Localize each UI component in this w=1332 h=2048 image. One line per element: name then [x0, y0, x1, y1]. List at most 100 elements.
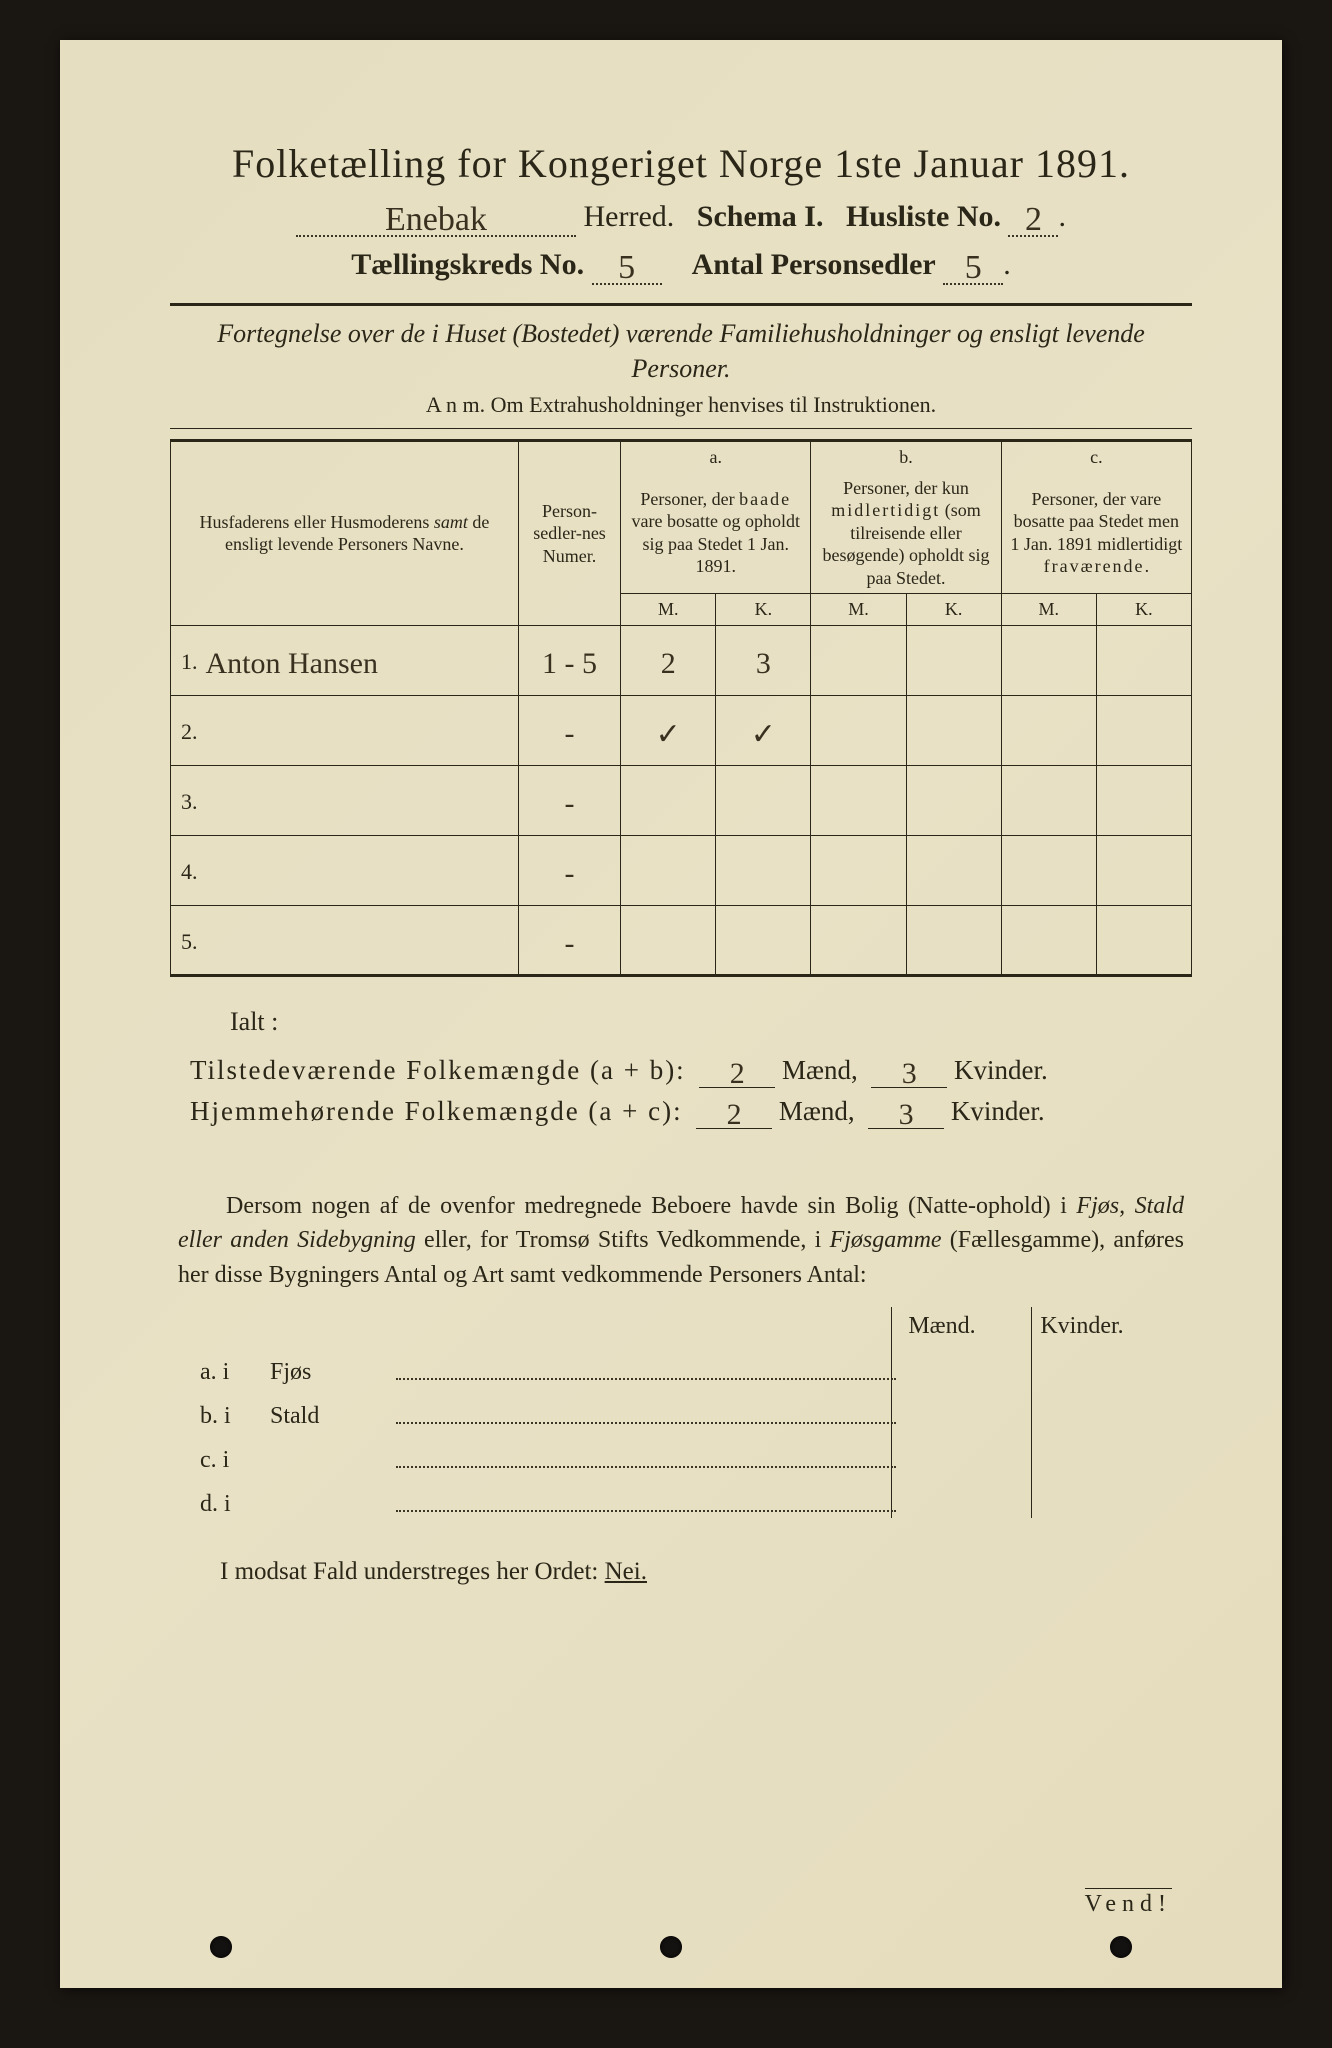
personsedler-label: Antal Personsedler [692, 248, 936, 281]
bygning-row: b. iStald [200, 1388, 1182, 1430]
cell-b-m [811, 835, 906, 905]
personsedler-value: 5 [965, 249, 982, 286]
cell-b-k [906, 905, 1001, 975]
husliste-label: Husliste No. [846, 200, 1001, 233]
cell-c-k [1096, 765, 1191, 835]
cell-num: 1 - 5 [518, 625, 620, 695]
th-c-m: M. [1001, 594, 1096, 626]
kvinder-label-1: Kvinder. [954, 1055, 1048, 1085]
byg-dots [396, 1378, 896, 1380]
totals-ac: Hjemmehørende Folkemængde (a + c): 2 Mæn… [190, 1094, 1192, 1129]
cell-a-m: ✓ [621, 695, 716, 765]
th-a-k: K. [716, 594, 811, 626]
cell-b-m [811, 765, 906, 835]
cell-c-k [1096, 835, 1191, 905]
ialt-label: Ialt : [230, 1007, 1192, 1037]
maend-label-1: Mænd, [782, 1055, 858, 1085]
cell-num: - [518, 695, 620, 765]
cell-b-m [811, 625, 906, 695]
cell-num: - [518, 765, 620, 835]
byg-row-label: c. i [200, 1447, 270, 1474]
byg-dots [396, 1466, 896, 1468]
herred-value: Enebak [385, 201, 487, 238]
totals-ac-label: Hjemmehørende Folkemængde (a + c): [190, 1096, 683, 1126]
cell-a-k: 3 [716, 625, 811, 695]
byg-row-label: b. i [200, 1403, 270, 1430]
schema-label: Schema I. [697, 200, 824, 233]
cell-c-m [1001, 625, 1096, 695]
byg-divider-1 [891, 1307, 892, 1518]
husliste-field: 2 [1008, 197, 1058, 237]
bygning-row: c. i [200, 1432, 1182, 1474]
th-a-text: Personer, der baade vare bosatte og opho… [621, 473, 811, 594]
byg-row-label: d. i [200, 1491, 270, 1518]
th-b-label: b. [811, 441, 1001, 473]
cell-c-m [1001, 765, 1096, 835]
byg-row-type: Stald [270, 1403, 390, 1430]
kvinder-label-2: Kvinder. [951, 1096, 1045, 1126]
cell-a-k [716, 905, 811, 975]
byg-divider-2 [1031, 1307, 1032, 1518]
herred-field: Enebak [296, 197, 576, 237]
kreds-field: 5 [592, 245, 662, 285]
bygning-head: Mænd. Kvinder. [200, 1313, 1182, 1340]
cell-b-k [906, 695, 1001, 765]
census-form-paper: Folketælling for Kongeriget Norge 1ste J… [60, 40, 1282, 1988]
punch-hole-3 [1110, 1936, 1132, 1958]
cell-b-k [906, 765, 1001, 835]
totals-ab-m-field: 2 [699, 1053, 775, 1088]
husliste-value: 2 [1025, 201, 1042, 238]
bygning-row: d. i [200, 1476, 1182, 1518]
totals-ac-k: 3 [899, 1098, 914, 1131]
cell-num: - [518, 905, 620, 975]
cell-name: 5. [171, 905, 519, 975]
cell-name: 4. [171, 835, 519, 905]
totals-ab-label: Tilstedeværende Folkemængde (a + b): [190, 1055, 686, 1085]
cell-c-k [1096, 905, 1191, 975]
kreds-value: 5 [618, 249, 635, 286]
herred-label: Herred. [584, 200, 675, 233]
cell-a-k: ✓ [716, 695, 811, 765]
byg-maend-label: Mænd. [872, 1313, 1012, 1340]
cell-a-k [716, 835, 811, 905]
paragraph: Dersom nogen af de ovenfor medregnede Be… [178, 1189, 1184, 1293]
byg-dots [396, 1510, 896, 1512]
th-name: Husfaderens eller Husmoderens samt de en… [171, 441, 519, 626]
totals-ac-m-field: 2 [696, 1094, 772, 1129]
cell-a-m [621, 835, 716, 905]
totals-ac-m: 2 [727, 1098, 742, 1131]
th-c-k: K. [1096, 594, 1191, 626]
totals-ab-k-field: 3 [871, 1053, 947, 1088]
th-a-m: M. [621, 594, 716, 626]
rule-2 [170, 428, 1192, 429]
bygning-row: a. iFjøs [200, 1344, 1182, 1386]
header-line-1: Enebak Herred. Schema I. Husliste No. 2. [170, 197, 1192, 237]
byg-dots [396, 1422, 896, 1424]
table-row: 4.- [171, 835, 1192, 905]
bygning-block: Mænd. Kvinder. a. iFjøsb. iStaldc. id. i [200, 1313, 1182, 1518]
th-b-k: K. [906, 594, 1001, 626]
punch-hole-1 [210, 1936, 232, 1958]
cell-b-m [811, 905, 906, 975]
cell-c-k [1096, 695, 1191, 765]
totals-ab: Tilstedeværende Folkemængde (a + b): 2 M… [190, 1053, 1192, 1088]
th-b-text: Personer, der kun midlertidigt (som tilr… [811, 473, 1001, 594]
totals-ac-k-field: 3 [868, 1094, 944, 1129]
cell-a-m [621, 905, 716, 975]
vend-label: Vend! [1085, 1888, 1172, 1918]
header-line-2: Tællingskreds No. 5 Antal Personsedler 5… [170, 245, 1192, 285]
cell-num: - [518, 835, 620, 905]
modsat-line: I modsat Fald understreges her Ordet: Ne… [220, 1558, 1192, 1586]
kreds-label: Tællingskreds No. [351, 248, 584, 281]
punch-hole-2 [660, 1936, 682, 1958]
maend-label-2: Mænd, [779, 1096, 855, 1126]
table-row: 1.Anton Hansen1 - 523 [171, 625, 1192, 695]
table-row: 5.- [171, 905, 1192, 975]
totals-ab-m: 2 [730, 1057, 745, 1090]
scan-frame: Folketælling for Kongeriget Norge 1ste J… [0, 0, 1332, 2048]
cell-c-k [1096, 625, 1191, 695]
rule-1 [170, 303, 1192, 306]
cell-c-m [1001, 695, 1096, 765]
subtitle: Fortegnelse over de i Huset (Bostedet) v… [210, 316, 1152, 386]
th-c-label: c. [1001, 441, 1191, 473]
